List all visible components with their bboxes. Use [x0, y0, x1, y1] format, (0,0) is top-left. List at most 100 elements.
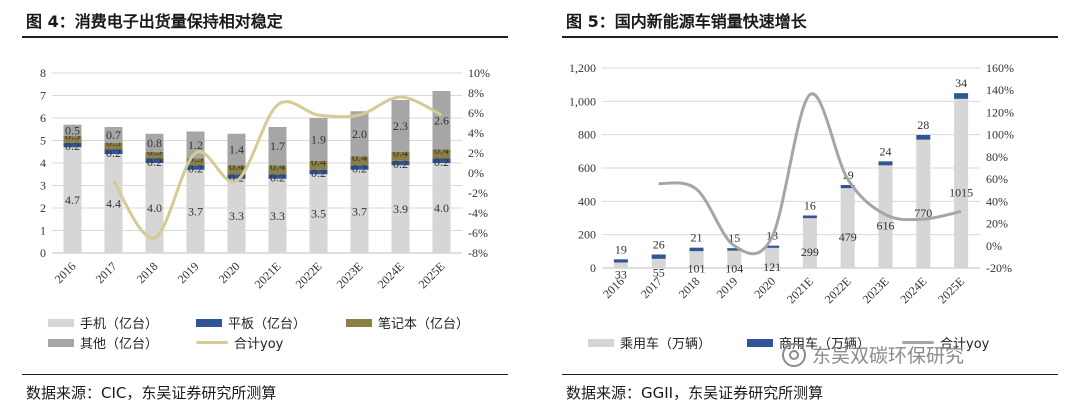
bar-segment: [916, 139, 931, 268]
bar-segment: [63, 147, 82, 253]
bar-segment: [432, 163, 451, 253]
bar-segment: [350, 169, 369, 253]
x-tick-label: 2023E: [860, 274, 892, 306]
y2-tick-label: 0%: [468, 166, 484, 180]
x-tick-label: 2019: [714, 274, 741, 301]
right-title-rule: [562, 36, 1058, 38]
left-legend-phone-swatch: [48, 318, 74, 327]
left-legend-laptop: 笔记本（亿台）: [346, 313, 469, 332]
data-label: 1.2: [188, 138, 203, 152]
left-source-rule: [22, 374, 508, 375]
y2-tick-label: 10%: [468, 66, 490, 80]
data-label: 55: [653, 265, 665, 279]
y-tick-label: 400: [578, 194, 596, 208]
bar-segment: [840, 185, 855, 189]
right-chart-title: 图 5：国内新能源车销量快速增长: [566, 12, 807, 31]
bar-segment: [391, 151, 410, 161]
bar-segment: [651, 254, 666, 259]
data-label: 4.7: [65, 193, 80, 207]
y2-tick-label: 100%: [986, 128, 1014, 142]
bar-segment: [613, 262, 628, 268]
data-label: 2.3: [393, 119, 408, 133]
bar-segment: [268, 127, 287, 166]
x-tick-label: 2016: [52, 259, 79, 286]
bar-segment: [350, 156, 369, 166]
data-label: 16: [804, 199, 816, 213]
y-tick-label: 5: [40, 134, 46, 148]
bar-segment: [186, 165, 205, 170]
y2-tick-label: -2%: [468, 186, 488, 200]
bar-segment: [916, 135, 931, 140]
y2-tick-label: 8%: [468, 86, 484, 100]
bar-segment: [227, 178, 246, 253]
y2-tick-label: 20%: [986, 217, 1008, 231]
bar-segment: [227, 133, 246, 166]
left-legend-tablet: 平板（亿台）: [196, 313, 306, 332]
x-tick-label: 2024E: [897, 274, 929, 306]
data-label: 28: [917, 118, 929, 132]
bar-segment: [63, 142, 82, 148]
bar-segment: [309, 160, 328, 170]
data-label: 24: [880, 144, 892, 158]
x-tick-label: 2018: [134, 259, 161, 286]
data-label: 3.7: [352, 204, 367, 218]
data-label: 0.7: [106, 128, 121, 142]
left-source: 数据来源：CIC，东吴证券研究所测算: [26, 384, 277, 402]
right-chart-panel: 图 5：国内新能源车销量快速增长 0 200 400 600 800 1,000 1,200…: [540, 0, 1080, 412]
y-tick-label: 0: [590, 261, 596, 275]
data-label: 2.6: [434, 113, 449, 127]
left-legend-laptop-label: 笔记本（亿台）: [378, 317, 470, 332]
watermark-text: 东吴双碳环保研究: [812, 345, 965, 367]
bar-segment: [309, 169, 328, 175]
bar-segment: [309, 174, 328, 253]
bar-segment: [145, 133, 164, 152]
bar-segment: [432, 149, 451, 159]
left-legend-phone-label: 手机（亿台）: [80, 317, 159, 332]
bar-segment: [689, 251, 704, 268]
x-tick-label: 2022E: [822, 274, 854, 306]
bar-segment: [689, 247, 704, 252]
y-tick-label: 800: [578, 128, 596, 142]
y2-tick-label: -4%: [468, 206, 488, 220]
right-source-rule: [562, 374, 1058, 375]
bar-segment: [765, 247, 780, 268]
bar-segment: [104, 142, 123, 150]
x-tick-label: 2023E: [334, 259, 366, 291]
y-tick-label: 0: [40, 246, 46, 260]
y2-tick-label: 40%: [986, 194, 1008, 208]
bar-segment: [802, 215, 817, 219]
y-tick-label: 1,200: [569, 61, 596, 75]
data-label: 1.9: [311, 132, 326, 146]
x-tick-label: 2017: [93, 259, 120, 286]
wechat-icon: [782, 342, 806, 367]
y2-tick-label: -8%: [468, 246, 488, 260]
bar-segment: [765, 245, 780, 248]
y2-tick-label: 140%: [986, 83, 1014, 97]
y2-tick-label: 0%: [986, 239, 1002, 253]
bar-segment: [391, 160, 410, 166]
left-legend-yoy-label: 合计yoy: [234, 337, 284, 352]
left-legend-yoy: 合计yoy: [196, 333, 283, 352]
data-label: 4.0: [147, 201, 162, 215]
left-legend-other: 其他（亿台）: [48, 333, 158, 352]
right-legend-passenger-label: 乘用车（万辆）: [620, 337, 712, 352]
data-label: 770: [914, 206, 932, 220]
right-legend-yoy-swatch: [902, 341, 934, 344]
y-tick-label: 600: [578, 161, 596, 175]
bar-segment: [268, 165, 287, 175]
left-legend-other-swatch: [48, 338, 74, 347]
data-label: 3.3: [229, 209, 244, 223]
x-tick-label: 2021E: [784, 274, 816, 306]
x-tick-label: 2018: [676, 274, 703, 301]
bar-segment: [227, 165, 246, 175]
bar-segment: [613, 259, 628, 263]
right-legend-yoy-label: 合计yoy: [940, 337, 990, 352]
bar-segment: [227, 174, 246, 179]
data-label: 121: [763, 260, 781, 274]
bar-segment: [145, 163, 164, 253]
y2-tick-label: 6%: [468, 106, 484, 120]
x-tick-label: 2025E: [935, 274, 967, 306]
y2-tick-label: 120%: [986, 105, 1014, 119]
data-label: 104: [725, 261, 743, 275]
y-tick-label: 7: [40, 89, 46, 103]
